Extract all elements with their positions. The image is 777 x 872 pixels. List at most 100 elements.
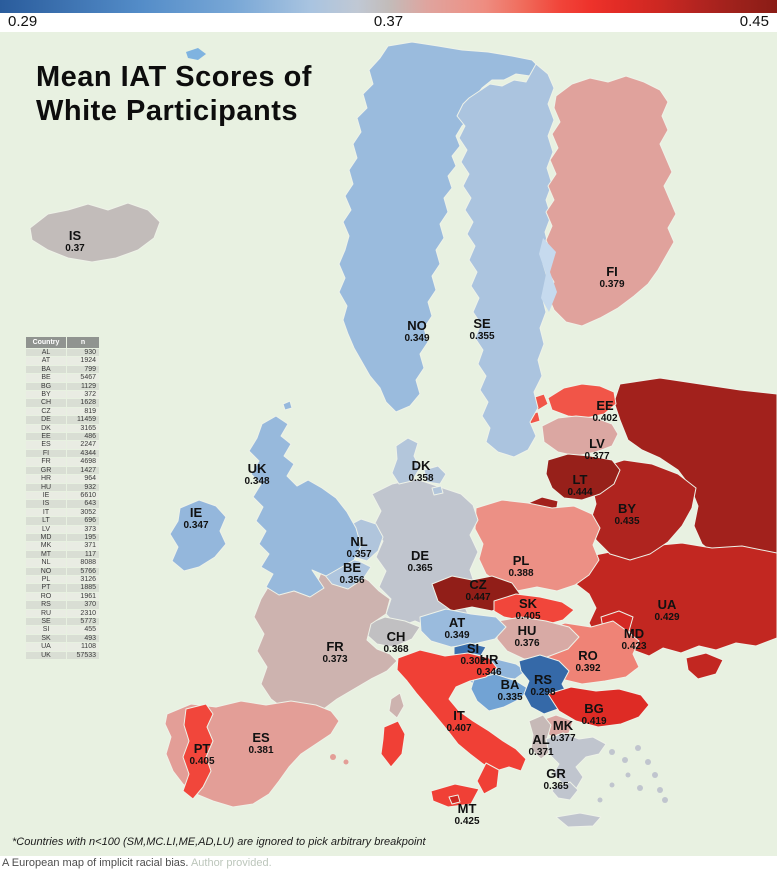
country-label-PT: PT [194,741,211,756]
country-value-RS: 0.298 [530,687,555,698]
europe-map: IS 0.37 NO 0.349 SE 0.355 FI 0.379 DK 0.358 EE 0.40… [0,32,777,856]
table-row: HU 932 [26,483,99,491]
country-label-RO: RO [578,648,598,663]
gulf-of-bothnia-water [539,238,557,312]
map-title-line2: White Participants [36,95,298,128]
country-label-SE: SE [473,316,491,331]
caption-credit: Author provided. [190,857,272,869]
country-value-AL: 0.371 [528,747,553,758]
country-value-IS: 0.37 [65,243,85,254]
country-value-HR: 0.346 [476,667,501,678]
country-label-ES: ES [252,730,270,745]
country-value-GR: 0.365 [543,781,568,792]
table-row: NO 5766 [26,567,99,575]
table-row: SK 493 [26,634,99,643]
country-UK-shape [248,400,362,598]
country-NO-shape [338,41,541,413]
sample-table-body: AL 930 AT 1924 BA 799 BE 5467 BG 1129 BY 372 CH 1628 C… [26,349,99,660]
table-row: IS 643 [26,500,99,508]
country-FI-shape [545,75,677,327]
table-row: SI 455 [26,626,99,634]
country-value-PT: 0.405 [189,756,214,767]
table-row: MK 371 [26,542,99,550]
country-label-CH: CH [387,629,406,644]
table-row: UA 1108 [26,643,99,651]
country-label-MD: MD [624,626,644,641]
table-row: EE 486 [26,433,99,441]
colorbar-mid-label: 0.37 [373,13,404,30]
colorbar-min-label: 0.29 [8,13,38,30]
table-row: FI 4344 [26,449,99,458]
country-label-BE: BE [343,560,361,575]
country-value-SI: 0.302 [460,656,485,667]
faroe-islands [186,48,206,60]
colorbar-labels: 0.29 0.37 0.45 [0,13,777,32]
country-label-SI: SI [467,641,479,656]
table-row: HR 964 [26,475,99,483]
country-value-BY: 0.435 [614,516,639,527]
country-label-LT: LT [573,472,588,487]
country-label-DK: DK [412,458,431,473]
country-CH-shape [366,616,421,648]
country-label-GR: GR [546,766,566,781]
country-value-NO: 0.349 [404,333,429,344]
country-label-SK: SK [519,596,538,611]
table-header-country: Country [26,337,66,348]
country-label-DE: DE [411,548,429,563]
country-value-AT: 0.349 [444,630,469,641]
country-value-CH: 0.368 [383,644,408,655]
country-IE-shape [169,499,227,572]
table-row: RU 2310 [26,609,99,617]
table-row: IT 3052 [26,508,99,517]
country-DK-shape [391,437,447,496]
country-value-BE: 0.356 [339,575,364,586]
country-label-FI: FI [606,264,618,279]
figure-caption: A European map of implicit racial bias. … [0,856,777,872]
country-label-EE: EE [596,398,614,413]
table-row: SE 5773 [26,618,99,626]
country-PT-shape [182,703,214,800]
country-label-AT: AT [449,615,465,630]
footnote: *Countries with n<100 (SM,MC.LI,ME,AD,LU… [12,836,426,848]
country-value-BG: 0.419 [581,716,606,727]
country-SK-shape [493,593,575,626]
country-PL-shape [474,499,601,592]
table-row: LT 696 [26,517,99,525]
sample-size-table: Country n AL 930 AT 1924 BA 799 BE 5467 BG 1129 BY… [25,336,100,660]
country-label-PL: PL [513,553,530,568]
country-label-RS: RS [534,672,552,687]
country-label-CZ: CZ [469,577,486,592]
country-value-BA: 0.335 [497,692,522,703]
country-value-HU: 0.376 [514,638,539,649]
country-label-BG: BG [584,701,604,716]
table-row: IE 6610 [26,491,99,500]
table-row: BE 5467 [26,374,99,382]
table-row: RO 1961 [26,592,99,601]
country-label-BY: BY [618,501,636,516]
country-label-NO: NO [407,318,427,333]
caption-text: A European map of implicit racial bias. [2,857,189,869]
country-GR-shape [545,732,668,828]
table-row: RS 370 [26,601,99,609]
country-label-FR: FR [326,639,344,654]
country-HU-shape [496,616,580,660]
country-value-LV: 0.377 [584,451,609,462]
country-label-BA: BA [501,677,520,692]
table-row: AT 1924 [26,357,99,365]
country-value-MD: 0.423 [621,641,646,652]
country-BG-shape [547,686,650,728]
country-label-LV: LV [589,436,605,451]
table-header-n: n [67,337,99,348]
country-value-IE: 0.347 [183,520,208,531]
country-label-IS: IS [69,228,82,243]
country-label-IT: IT [453,708,465,723]
country-value-NL: 0.357 [346,549,371,560]
country-IS-shape [29,202,161,263]
table-row: CH 1628 [26,399,99,407]
country-value-SK: 0.405 [515,611,540,622]
country-value-DE: 0.365 [407,563,432,574]
country-value-ES: 0.381 [248,745,273,756]
country-value-MT: 0.425 [454,816,479,827]
country-value-UA: 0.429 [654,612,679,623]
country-value-RO: 0.392 [575,663,600,674]
